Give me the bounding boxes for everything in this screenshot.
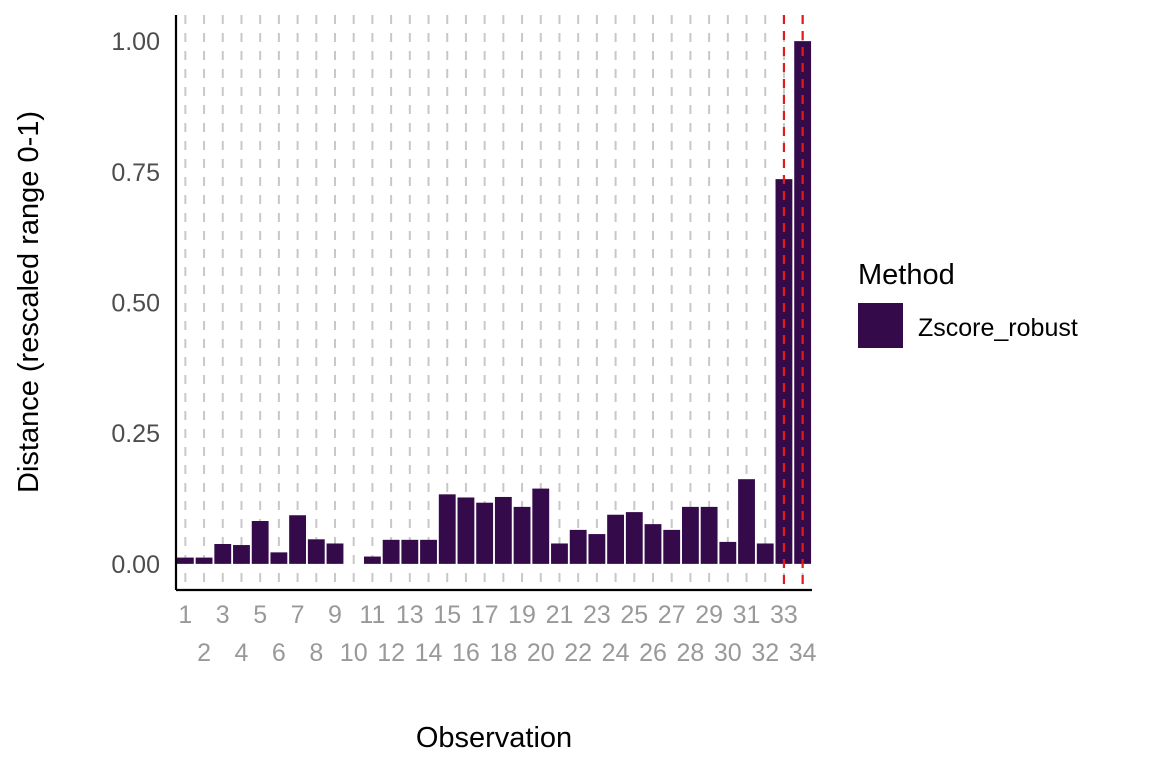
bar-12: [382, 539, 400, 564]
bar-28: [681, 506, 699, 564]
x-tick-label: 26: [639, 639, 667, 667]
bar-16: [457, 497, 475, 564]
x-tick-label: 24: [602, 639, 630, 667]
bar-15: [438, 494, 456, 564]
bar-34: [794, 41, 812, 564]
x-tick-label: 10: [340, 639, 368, 667]
x-tick-label: 29: [695, 601, 723, 629]
x-tick-label: 2: [197, 639, 211, 667]
x-tick-label: 17: [471, 601, 499, 629]
axes-layer: [174, 15, 812, 592]
bar-4: [233, 545, 250, 564]
y-tick-label: 1.00: [111, 28, 160, 56]
bar-30: [719, 541, 737, 564]
x-tick-label: 23: [583, 601, 611, 629]
x-tick-label: 16: [452, 639, 480, 667]
x-tick-labels: 1234567891011121314151617181920212223242…: [178, 601, 816, 667]
x-tick-label: 3: [216, 601, 230, 629]
bar-21: [551, 543, 568, 564]
x-tick-label: 19: [508, 601, 536, 629]
x-tick-label: 20: [527, 639, 555, 667]
bar-6: [270, 552, 288, 564]
x-tick-label: 14: [415, 639, 443, 667]
bar-17: [476, 502, 494, 564]
y-tick-label: 0.25: [111, 420, 160, 448]
bar-23: [588, 534, 606, 564]
y-axis-title: Distance (rescaled range 0-1): [13, 111, 45, 493]
x-tick-label: 4: [235, 639, 249, 667]
legend-label: Zscore_robust: [918, 314, 1078, 342]
grid-layer: [184, 15, 804, 590]
x-tick-label: 25: [620, 601, 648, 629]
bar-1: [176, 557, 194, 564]
x-tick-label: 5: [253, 601, 267, 629]
x-tick-label: 27: [658, 601, 686, 629]
x-tick-label: 33: [770, 601, 798, 629]
bar-5: [251, 521, 269, 564]
bar-31: [738, 479, 755, 564]
y-tick-label: 0.00: [111, 551, 160, 579]
bar-2: [195, 557, 213, 564]
x-tick-label: 31: [733, 601, 761, 629]
bar-22: [569, 529, 587, 564]
bar-27: [663, 529, 681, 564]
bar-3: [214, 544, 232, 564]
x-tick-label: 6: [272, 639, 286, 667]
x-tick-label: 30: [714, 639, 742, 667]
legend-title: Method: [858, 259, 955, 291]
x-tick-label: 1: [178, 601, 192, 629]
bar-19: [513, 506, 531, 564]
x-tick-label: 13: [396, 601, 424, 629]
x-tick-label: 32: [751, 639, 779, 667]
y-tick-label: 0.75: [111, 159, 160, 187]
x-tick-label: 11: [359, 601, 385, 629]
legend-swatch: [858, 303, 903, 348]
x-tick-label: 15: [433, 601, 461, 629]
legend: Method Zscore_robust: [858, 259, 1078, 348]
x-tick-label: 22: [564, 639, 592, 667]
bar-14: [420, 539, 437, 564]
bar-11: [363, 556, 381, 564]
bar-24: [607, 514, 625, 564]
bar-18: [494, 496, 512, 564]
x-tick-label: 21: [546, 601, 574, 629]
x-tick-label: 7: [291, 601, 305, 629]
x-tick-label: 18: [489, 639, 517, 667]
bar-32: [756, 543, 774, 564]
bar-13: [401, 539, 419, 564]
bar-7: [289, 515, 307, 564]
x-axis-title: Observation: [416, 722, 572, 754]
x-tick-label: 28: [677, 639, 705, 667]
y-tick-labels: 0.00 0.25 0.50 0.75 1.00: [111, 28, 160, 579]
x-tick-label: 9: [328, 601, 342, 629]
bar-26: [644, 524, 662, 564]
x-tick-label: 34: [789, 639, 817, 667]
x-tick-label: 12: [377, 639, 405, 667]
bar-20: [532, 488, 550, 564]
bars-layer: [176, 41, 812, 564]
bar-29: [700, 506, 718, 564]
bar-9: [326, 543, 344, 564]
y-tick-label: 0.50: [111, 290, 160, 318]
x-tick-label: 8: [309, 639, 323, 667]
bar-25: [625, 512, 643, 564]
bar-8: [307, 539, 325, 564]
